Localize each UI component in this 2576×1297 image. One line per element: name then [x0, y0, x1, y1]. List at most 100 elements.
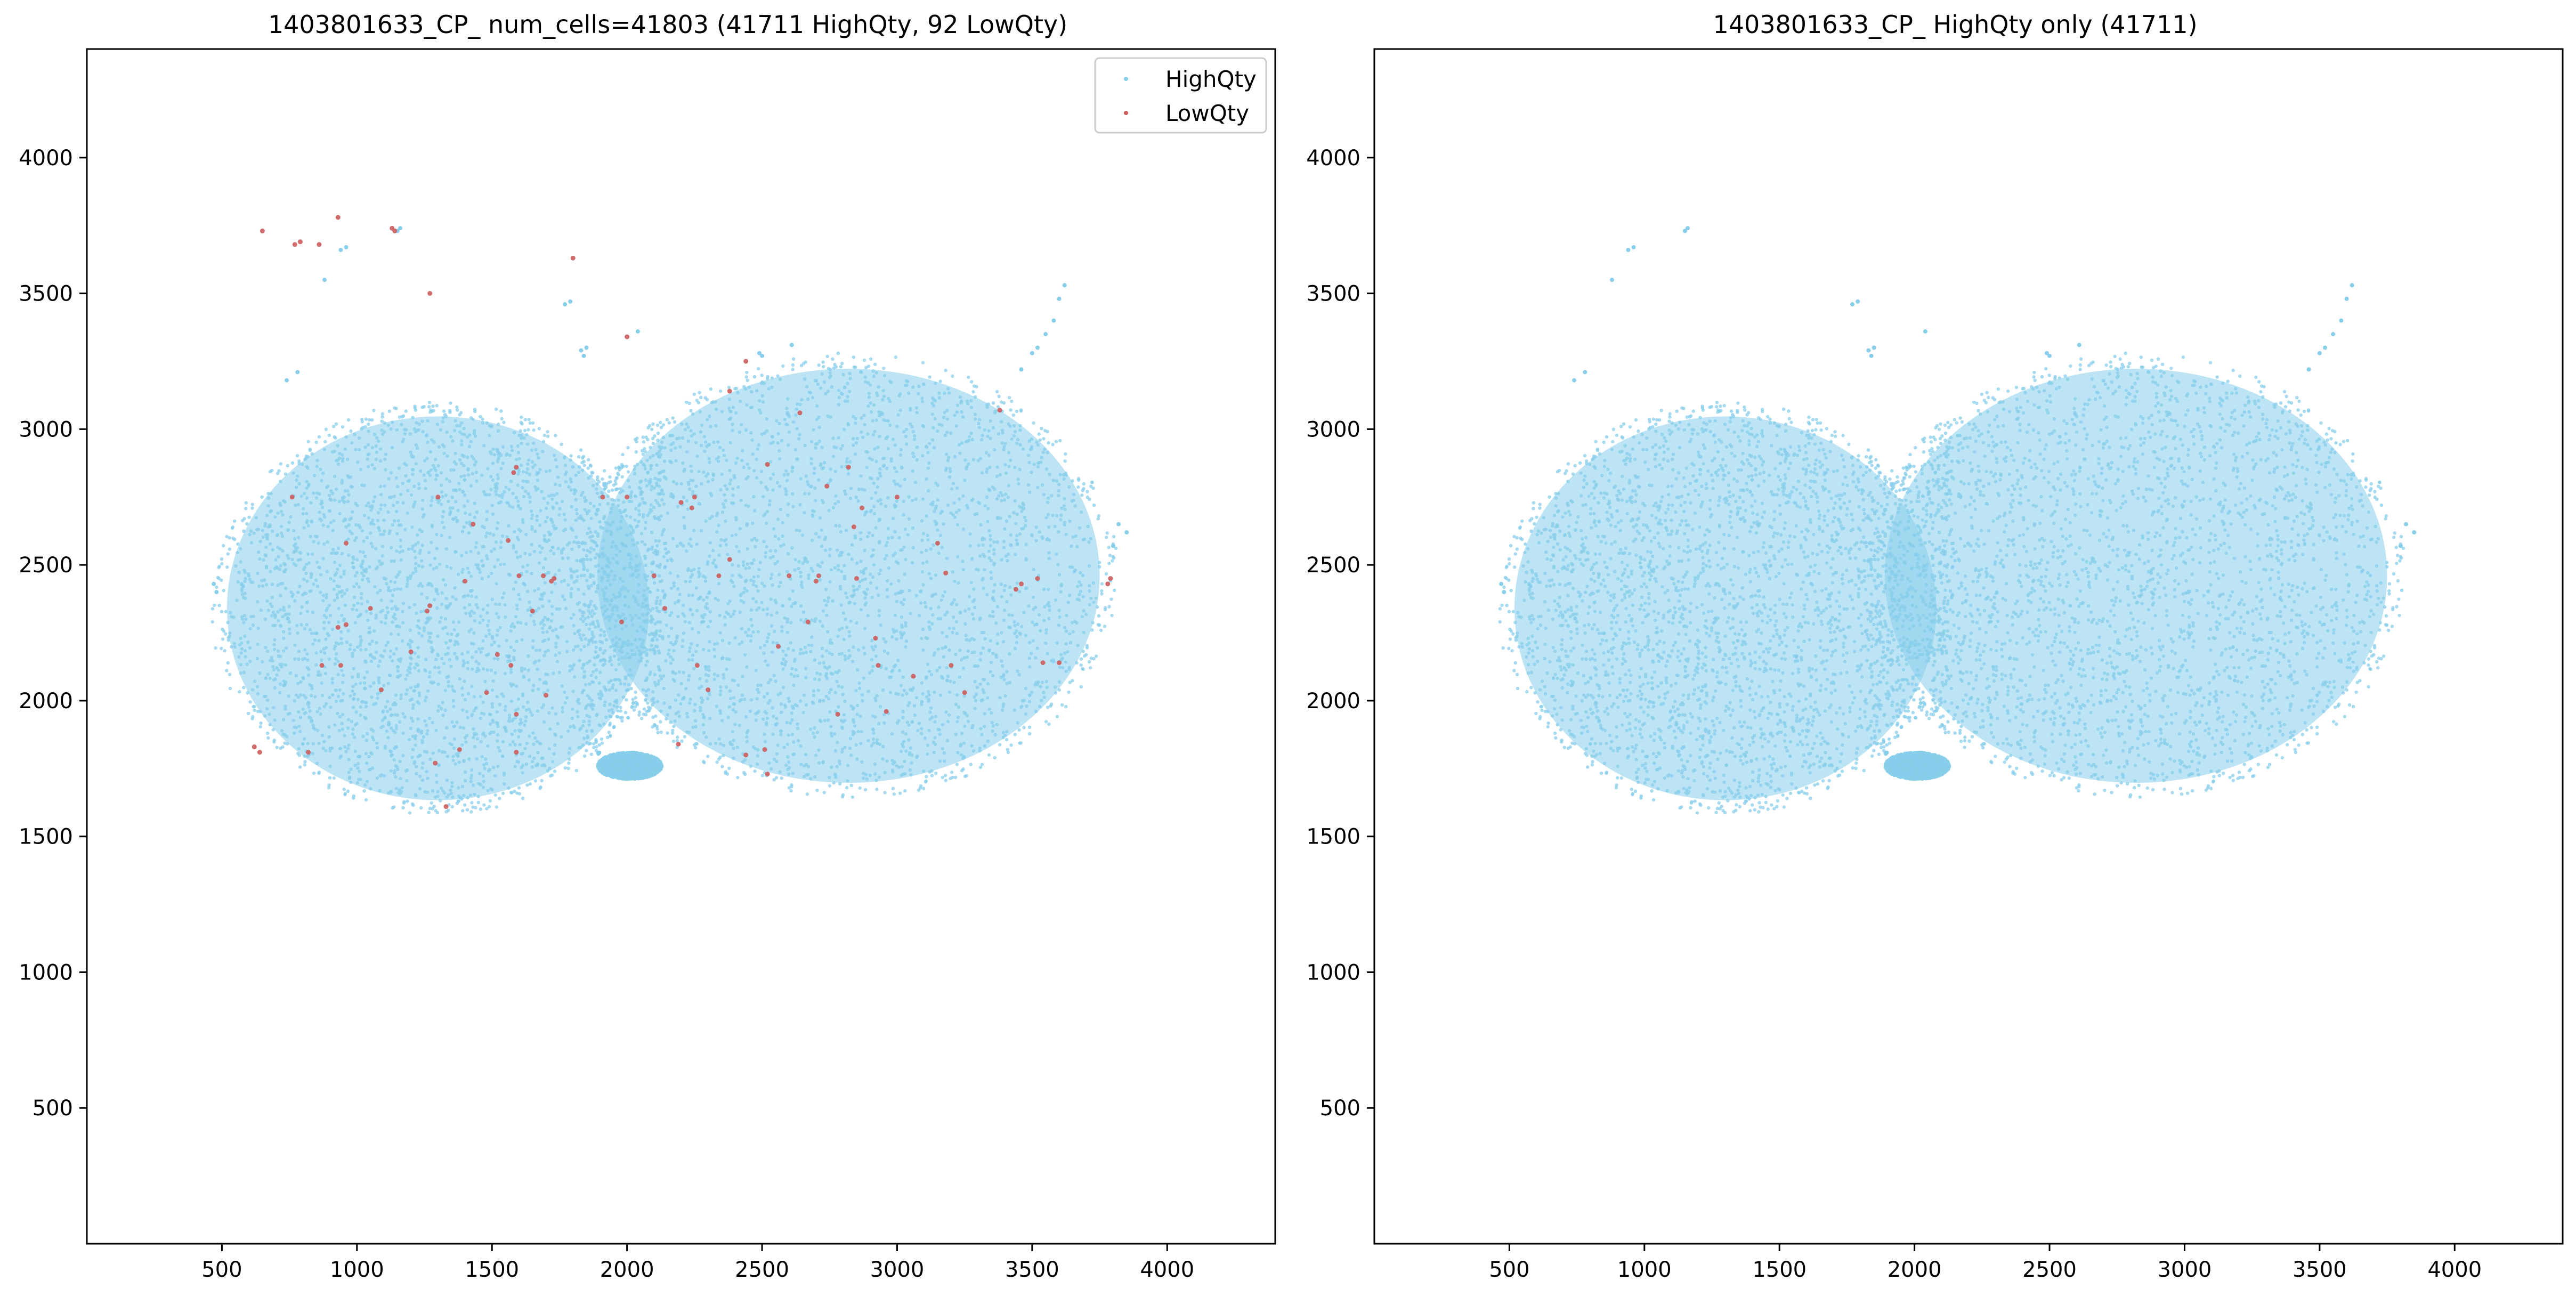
highqty-point — [347, 743, 351, 747]
highqty-point — [419, 469, 423, 473]
highqty-point — [525, 467, 530, 471]
highqty-point — [510, 732, 514, 736]
highqty-point — [1002, 546, 1006, 549]
highqty-point — [398, 759, 402, 764]
highqty-point — [914, 594, 918, 598]
highqty-point — [652, 515, 657, 518]
highqty-point — [451, 620, 456, 624]
highqty-point — [784, 469, 788, 473]
highqty-point — [1024, 524, 1027, 528]
highqty-point — [326, 525, 330, 529]
highqty-point — [908, 768, 912, 772]
highqty-point — [359, 682, 362, 685]
highqty-point — [1046, 496, 1050, 500]
highqty-point — [876, 476, 880, 481]
highqty-point — [217, 604, 221, 607]
highqty-point — [685, 450, 689, 454]
highqty-point — [565, 696, 569, 700]
highqty-point — [1006, 750, 1010, 755]
highqty-point — [405, 779, 409, 783]
highqty-point — [401, 712, 405, 716]
highqty-point — [582, 674, 587, 678]
highqty-point — [289, 590, 293, 594]
highqty-point — [691, 653, 695, 657]
highqty-point — [373, 585, 377, 589]
highqty-point — [875, 694, 879, 698]
highqty-point — [965, 638, 969, 642]
highqty-point — [860, 730, 863, 734]
highqty-point — [860, 416, 863, 420]
highqty-point — [677, 693, 681, 697]
highqty-point — [983, 568, 986, 572]
highqty-point — [1012, 424, 1016, 428]
highqty-point — [1039, 685, 1042, 688]
highqty-point — [1003, 694, 1008, 698]
highqty-point — [781, 667, 785, 671]
highqty-point — [398, 788, 401, 792]
highqty-point — [850, 543, 854, 547]
highqty-point — [1030, 447, 1033, 451]
highqty-point — [303, 763, 307, 767]
highqty-point — [863, 375, 867, 379]
highqty-point — [759, 469, 764, 473]
highqty-point — [693, 709, 696, 713]
highqty-point — [463, 433, 466, 436]
highqty-point — [1062, 477, 1066, 481]
highqty-point — [576, 574, 579, 579]
highqty-point — [549, 549, 553, 553]
highqty-point — [395, 500, 399, 505]
highqty-point — [421, 430, 425, 434]
highqty-point — [474, 650, 478, 654]
highqty-point — [885, 588, 889, 592]
highqty-point — [611, 683, 615, 687]
highqty-point — [330, 677, 334, 681]
left-scatter-points — [210, 215, 1129, 815]
highqty-point — [746, 547, 749, 551]
highqty-point — [843, 489, 847, 493]
highqty-point — [593, 604, 596, 608]
highqty-point — [1079, 571, 1082, 575]
highqty-point — [902, 688, 906, 692]
highqty-point — [302, 507, 305, 510]
highqty-point — [751, 521, 755, 525]
highqty-point — [586, 615, 590, 619]
highqty-point — [669, 460, 674, 465]
highqty-point — [449, 602, 452, 606]
highqty-point — [882, 394, 886, 399]
highqty-point — [319, 712, 322, 716]
highqty-point — [467, 603, 472, 607]
highqty-point — [1045, 685, 1049, 690]
highqty-point — [738, 724, 741, 727]
highqty-point — [920, 538, 924, 542]
highqty-point — [913, 480, 918, 484]
highqty-point — [887, 566, 891, 570]
highqty-point — [300, 463, 304, 466]
highqty-point — [526, 563, 530, 567]
highqty-point — [973, 650, 977, 654]
highqty-point — [869, 357, 873, 361]
highqty-point — [361, 550, 366, 554]
highqty-point — [706, 560, 710, 564]
highqty-point — [423, 750, 427, 753]
highqty-point — [1080, 493, 1084, 497]
highqty-point — [401, 621, 405, 625]
highqty-point — [791, 505, 795, 508]
highqty-point — [623, 595, 627, 599]
highqty-point — [412, 549, 417, 553]
highqty-point — [1000, 595, 1003, 598]
highqty-point — [255, 685, 260, 688]
highqty-point — [763, 644, 767, 647]
highqty-point — [561, 556, 565, 561]
highqty-point — [442, 526, 446, 530]
highqty-point — [287, 627, 291, 631]
highqty-point — [521, 565, 525, 569]
highqty-point — [610, 498, 614, 501]
highqty-point — [659, 730, 663, 734]
highqty-point — [368, 565, 371, 569]
highqty-point — [601, 477, 604, 481]
highqty-point — [661, 674, 666, 678]
highqty-point — [520, 442, 523, 445]
highqty-point — [342, 569, 346, 573]
highqty-point — [427, 401, 432, 404]
highqty-point — [483, 767, 487, 771]
